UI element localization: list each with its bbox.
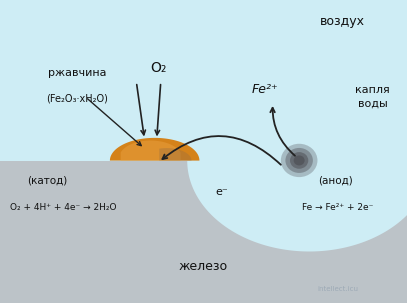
Bar bbox=[0, 161, 407, 303]
Ellipse shape bbox=[293, 155, 304, 165]
Text: железо: железо bbox=[179, 260, 228, 273]
Text: O₂: O₂ bbox=[151, 61, 167, 75]
Text: (катод): (катод) bbox=[27, 175, 67, 185]
Polygon shape bbox=[187, 70, 407, 251]
Text: e⁻: e⁻ bbox=[215, 187, 228, 198]
Ellipse shape bbox=[290, 152, 309, 169]
Text: intellect.icu: intellect.icu bbox=[317, 286, 358, 292]
FancyArrowPatch shape bbox=[270, 108, 295, 156]
Text: Fe → Fe²⁺ + 2e⁻: Fe → Fe²⁺ + 2e⁻ bbox=[302, 203, 374, 212]
Text: капля
воды: капля воды bbox=[355, 85, 390, 109]
Text: (Fe₂O₃·xH₂O): (Fe₂O₃·xH₂O) bbox=[46, 93, 108, 104]
Text: воздух: воздух bbox=[319, 15, 364, 28]
Ellipse shape bbox=[281, 144, 317, 177]
FancyArrowPatch shape bbox=[162, 136, 281, 165]
Polygon shape bbox=[120, 141, 181, 161]
Text: O₂ + 4H⁺ + 4e⁻ → 2H₂O: O₂ + 4H⁺ + 4e⁻ → 2H₂O bbox=[10, 203, 116, 212]
Polygon shape bbox=[159, 148, 192, 161]
Ellipse shape bbox=[285, 148, 313, 173]
Text: ржавчина: ржавчина bbox=[48, 68, 107, 78]
Text: Fe²⁺: Fe²⁺ bbox=[251, 83, 278, 96]
Text: (анод): (анод) bbox=[318, 175, 353, 185]
Polygon shape bbox=[187, 70, 407, 161]
Polygon shape bbox=[110, 138, 199, 161]
